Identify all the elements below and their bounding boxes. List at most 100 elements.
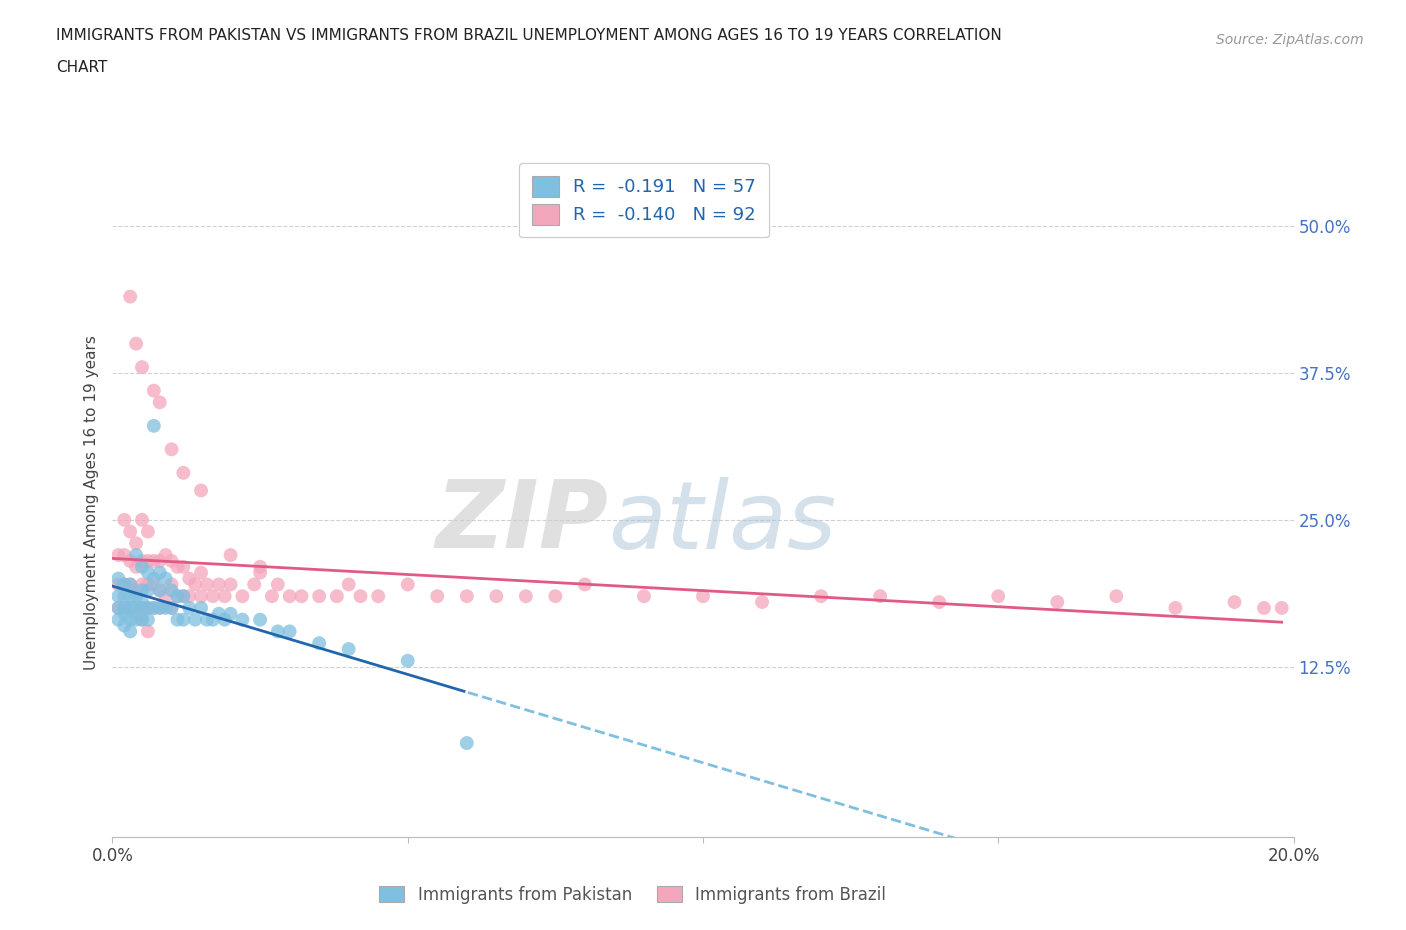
Point <box>112 512 135 527</box>
Point <box>166 589 188 604</box>
Point <box>249 559 271 574</box>
Point <box>179 571 201 586</box>
Legend: Immigrants from Pakistan, Immigrants from Brazil: Immigrants from Pakistan, Immigrants fro… <box>371 878 894 912</box>
Point <box>190 565 212 580</box>
Point <box>142 577 165 591</box>
Point <box>125 589 148 604</box>
Point <box>136 577 159 591</box>
Point <box>214 589 236 604</box>
Point <box>1105 589 1128 604</box>
Point <box>149 583 172 598</box>
Point <box>107 548 129 563</box>
Point <box>125 612 148 627</box>
Point <box>396 577 419 591</box>
Point <box>112 601 135 616</box>
Point <box>190 483 212 498</box>
Point <box>190 601 212 616</box>
Point <box>107 612 129 627</box>
Point <box>456 589 478 604</box>
Point <box>166 612 188 627</box>
Point <box>160 583 183 598</box>
Point <box>136 601 159 616</box>
Point <box>544 589 567 604</box>
Point <box>184 577 207 591</box>
Point <box>131 601 153 616</box>
Point <box>107 589 129 604</box>
Point <box>125 548 148 563</box>
Point <box>1223 594 1246 609</box>
Text: IMMIGRANTS FROM PAKISTAN VS IMMIGRANTS FROM BRAZIL UNEMPLOYMENT AMONG AGES 16 TO: IMMIGRANTS FROM PAKISTAN VS IMMIGRANTS F… <box>56 28 1002 43</box>
Point <box>136 553 159 568</box>
Point <box>267 624 290 639</box>
Point <box>131 512 153 527</box>
Point <box>219 577 242 591</box>
Point <box>112 577 135 591</box>
Point <box>120 601 142 616</box>
Point <box>149 583 172 598</box>
Point <box>308 589 330 604</box>
Point <box>326 589 349 604</box>
Point <box>149 565 172 580</box>
Point <box>120 289 142 304</box>
Point <box>249 612 271 627</box>
Point <box>142 571 165 586</box>
Point <box>107 571 129 586</box>
Point <box>349 589 371 604</box>
Point <box>131 612 153 627</box>
Point <box>337 642 360 657</box>
Point <box>125 601 148 616</box>
Point <box>155 589 177 604</box>
Text: atlas: atlas <box>609 477 837 568</box>
Point <box>308 636 330 651</box>
Point <box>260 589 283 604</box>
Point <box>243 577 266 591</box>
Point <box>125 583 148 598</box>
Point <box>485 589 508 604</box>
Point <box>125 606 148 621</box>
Y-axis label: Unemployment Among Ages 16 to 19 years: Unemployment Among Ages 16 to 19 years <box>83 335 98 670</box>
Point <box>131 360 153 375</box>
Point <box>1164 601 1187 616</box>
Text: ZIP: ZIP <box>436 476 609 568</box>
Point <box>337 577 360 591</box>
Point <box>125 336 148 351</box>
Point <box>160 553 183 568</box>
Point <box>195 577 218 591</box>
Point <box>120 577 142 591</box>
Point <box>131 553 153 568</box>
Point <box>120 589 142 604</box>
Point <box>396 654 419 669</box>
Point <box>692 589 714 604</box>
Point <box>142 601 165 616</box>
Point <box>125 536 148 551</box>
Point <box>195 612 218 627</box>
Point <box>633 589 655 604</box>
Point <box>172 589 194 604</box>
Point <box>172 612 194 627</box>
Point <box>160 577 183 591</box>
Point <box>136 612 159 627</box>
Point <box>131 577 153 591</box>
Point <box>136 525 159 539</box>
Text: Source: ZipAtlas.com: Source: ZipAtlas.com <box>1216 33 1364 46</box>
Point <box>456 736 478 751</box>
Point <box>107 577 129 591</box>
Point <box>142 601 165 616</box>
Point <box>131 594 153 609</box>
Point <box>172 465 194 480</box>
Point <box>142 418 165 433</box>
Point <box>574 577 596 591</box>
Point <box>149 601 172 616</box>
Point <box>201 612 224 627</box>
Point <box>515 589 537 604</box>
Point <box>166 589 188 604</box>
Point <box>869 589 891 604</box>
Point <box>214 612 236 627</box>
Point <box>190 589 212 604</box>
Point <box>136 565 159 580</box>
Point <box>136 624 159 639</box>
Point <box>131 559 153 574</box>
Point <box>112 589 135 604</box>
Point <box>278 624 301 639</box>
Point <box>112 606 135 621</box>
